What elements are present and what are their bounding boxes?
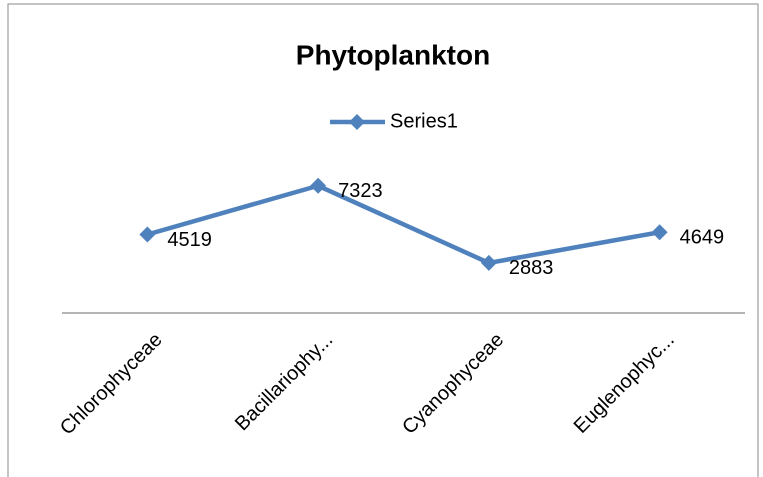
point-marker xyxy=(139,226,156,243)
data-label: 2883 xyxy=(509,257,554,279)
chart-title: Phytoplankton xyxy=(296,39,490,70)
legend-marker xyxy=(349,114,365,130)
data-label: 4649 xyxy=(680,227,725,249)
chart-frame xyxy=(7,3,759,477)
data-label: 7323 xyxy=(338,180,383,202)
legend-label: Series1 xyxy=(390,110,458,132)
point-marker xyxy=(651,224,668,241)
point-marker xyxy=(310,177,327,194)
series-line xyxy=(146,183,661,266)
point-marker xyxy=(480,254,497,271)
data-label: 4519 xyxy=(167,229,212,251)
